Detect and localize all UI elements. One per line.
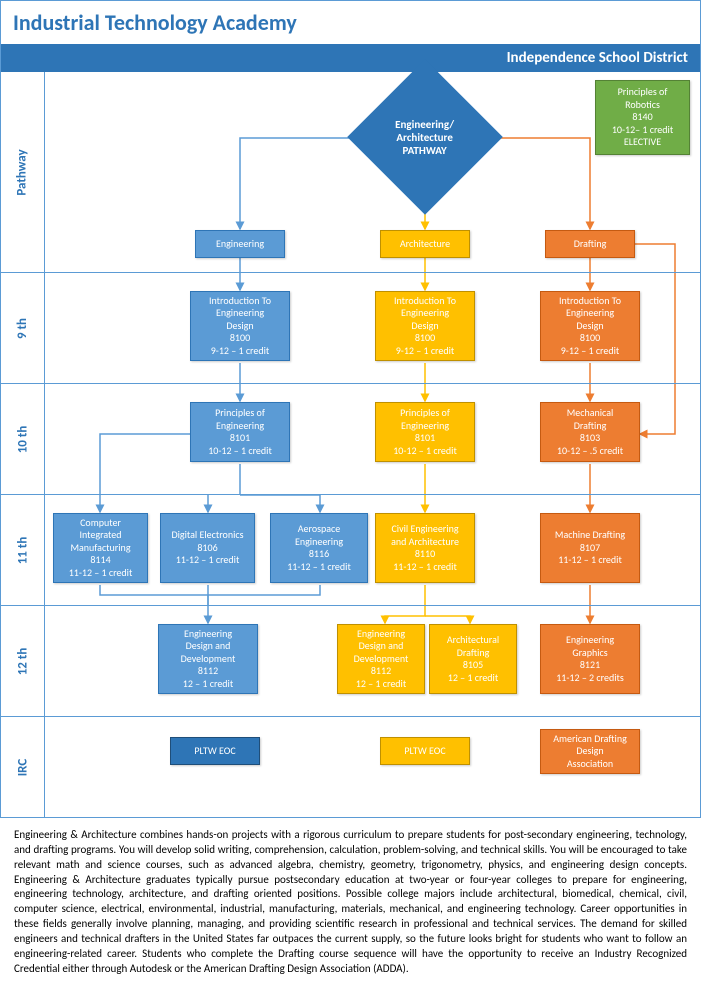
row-label-irc: IRC [15,758,30,776]
architecture-track: Architecture [380,230,470,258]
g10-engineering: Principles ofEngineering810110-12 – 1 cr… [190,402,290,462]
g10-architecture: Principles ofEngineering810110-12 – 1 cr… [375,402,475,462]
row-label-pathway: Pathway [15,149,30,195]
drafting-track: Drafting [545,230,635,258]
g11-de: Digital Electronics810611-12 – 1 credit [160,513,255,583]
row-label-9: 9 th [15,317,30,338]
elective-node: Principles ofRobotics814010-12– 1 credit… [595,80,690,155]
description-text: Engineering & Architecture combines hand… [0,818,701,986]
g12-eg: EngineeringGraphics812111-12 – 2 credits [540,624,640,694]
g9-drafting: Introduction ToEngineeringDesign81009-12… [540,291,640,361]
g9-engineering: Introduction ToEngineeringDesign81009-12… [190,291,290,361]
g12-edd-yellow: EngineeringDesign andDevelopment811212 –… [337,624,425,694]
row-label-12: 12 th [15,647,30,675]
g12-edd-blue: EngineeringDesign andDevelopment811212 –… [158,624,258,694]
g11-civil: Civil Engineeringand Architecture811011-… [375,513,475,583]
engineering-track: Engineering [195,230,285,258]
g11-ae: AerospaceEngineering811611-12 – 1 credit [270,513,368,583]
row-label-11: 11 th [15,536,30,564]
district-name: Independence School District [1,44,700,72]
g9-architecture: Introduction ToEngineeringDesign81009-12… [375,291,475,361]
g11-cim: ComputerIntegratedManufacturing811411-12… [53,513,148,583]
pathway-diamond: Engineering/ Architecture PATHWAY [347,59,503,215]
irc-adda: American DraftingDesignAssociation [540,729,640,774]
irc-pltw2: PLTW EOC [380,737,470,765]
g12-archdraft: ArchitecturalDrafting810512 – 1 credit [429,624,517,694]
irc-pltw1: PLTW EOC [170,737,260,765]
g10-drafting: MechanicalDrafting810310-12 – .5 credit [540,402,640,462]
row-label-10: 10 th [15,425,30,453]
g11-machine: Machine Drafting810711-12 – 1 credit [540,513,640,583]
page-title: Industrial Technology Academy [13,9,688,36]
